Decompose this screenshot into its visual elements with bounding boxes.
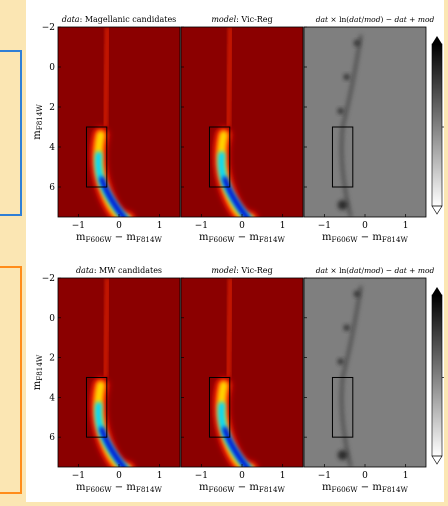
y-tick-label: 0 xyxy=(49,63,55,73)
y-tick-label: 4 xyxy=(49,393,55,403)
colorbar-frame xyxy=(431,43,443,207)
selection-box xyxy=(85,126,108,188)
colorbar-top-arrow xyxy=(432,287,442,295)
x-axis-label: mF606W − mF814W xyxy=(199,232,286,244)
residual-spot xyxy=(337,450,348,461)
panel-image xyxy=(58,278,180,467)
selection-box xyxy=(331,126,354,188)
panel-image xyxy=(304,27,426,217)
panel-title: data: MW candidates xyxy=(76,266,162,275)
residual-spot xyxy=(337,200,348,210)
panel-title: model: Vic-Reg xyxy=(211,266,272,275)
selection-box xyxy=(208,376,231,438)
x-tick-label: 1 xyxy=(403,471,409,481)
panel-title: data: Magellanic candidates xyxy=(62,15,177,24)
x-tick-label: 0 xyxy=(362,471,368,481)
x-tick-label: 1 xyxy=(403,221,409,231)
x-tick-label: 1 xyxy=(280,221,286,231)
x-axis-label: mF606W − mF814W xyxy=(322,232,409,244)
density-stripe xyxy=(225,27,234,128)
panel-title: dat × ln(dat/mod) − dat + mod xyxy=(316,15,435,24)
x-tick-label: 0 xyxy=(362,221,368,231)
x-tick-label: −1 xyxy=(195,471,208,481)
x-tick-label: 0 xyxy=(239,471,245,481)
x-tick-label: −1 xyxy=(72,221,85,231)
heatmap-background xyxy=(181,27,303,217)
density-stripe xyxy=(102,27,111,128)
x-tick-label: −1 xyxy=(318,221,331,231)
residual-spot xyxy=(353,40,360,46)
colorbar-bottom-arrow xyxy=(431,205,443,215)
x-axis-label: mF606W − mF814W xyxy=(199,482,286,494)
y-tick-label: 6 xyxy=(49,183,55,193)
density-peak xyxy=(222,426,250,467)
residual-background xyxy=(304,27,426,217)
selection-box xyxy=(331,376,354,438)
selection-box xyxy=(208,126,231,188)
selection-box xyxy=(85,376,108,438)
heatmap-background xyxy=(58,278,180,467)
panel-image xyxy=(181,27,303,217)
figure: −1 0 1 mF606W − mF814W −2 0 2 4 6 data: Magellani… xyxy=(26,0,445,502)
colorbar xyxy=(431,287,445,465)
colorbar-gradient xyxy=(432,295,442,456)
heatmap-background xyxy=(58,27,180,217)
density-peak xyxy=(99,176,127,217)
panel-image xyxy=(58,27,180,217)
y-tick-label: −2 xyxy=(42,23,55,33)
orange-highlight-bracket xyxy=(0,266,22,494)
x-axis-label: mF606W − mF814W xyxy=(76,232,163,244)
y-tick-label: 2 xyxy=(49,354,55,364)
panel-image xyxy=(181,278,303,467)
x-axis-label: mF606W − mF814W xyxy=(76,482,163,494)
x-tick-label: 1 xyxy=(280,471,286,481)
y-tick-label: 2 xyxy=(49,103,55,113)
x-tick-label: −1 xyxy=(318,471,331,481)
y-tick-label: 6 xyxy=(49,433,55,443)
x-axis-label: mF606W − mF814W xyxy=(322,482,409,494)
residual-spot xyxy=(353,290,360,297)
colorbar xyxy=(431,36,445,215)
residual-spot xyxy=(337,358,344,365)
panel-title: dat × ln(dat/mod) − dat + mod xyxy=(316,266,435,275)
heatmap-background xyxy=(181,278,303,467)
residual-background xyxy=(304,278,426,467)
residual-spot xyxy=(343,324,350,331)
x-tick-label: 0 xyxy=(116,471,122,481)
y-tick-label: −2 xyxy=(42,274,55,284)
colorbar-top-arrow xyxy=(432,36,442,44)
residual-spot xyxy=(343,74,350,80)
x-tick-label: 0 xyxy=(239,221,245,231)
panel-image xyxy=(304,278,426,467)
y-tick-label: 4 xyxy=(49,143,55,153)
colorbar-bottom-arrow xyxy=(431,455,443,465)
density-stripe xyxy=(225,278,234,378)
x-tick-label: −1 xyxy=(72,471,85,481)
x-tick-label: 1 xyxy=(157,221,163,231)
density-peak xyxy=(222,176,250,217)
blue-highlight-bracket xyxy=(0,50,22,216)
y-tick-label: 0 xyxy=(49,314,55,324)
x-tick-label: 0 xyxy=(116,221,122,231)
density-peak xyxy=(99,426,127,467)
residual-spot xyxy=(337,108,344,114)
y-axis-label: mF814W xyxy=(32,354,44,390)
density-stripe xyxy=(102,278,111,378)
panel-title: model: Vic-Reg xyxy=(211,15,272,24)
colorbar-frame xyxy=(431,294,443,457)
x-tick-label: 1 xyxy=(157,471,163,481)
y-axis-label: mF814W xyxy=(32,104,44,140)
colorbar-gradient xyxy=(432,44,442,206)
x-tick-label: −1 xyxy=(195,221,208,231)
